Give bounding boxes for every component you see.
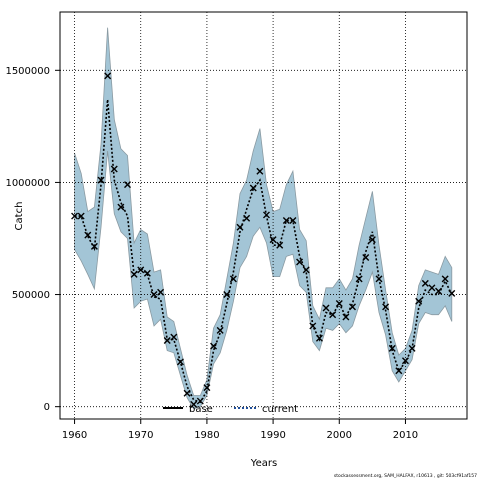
x-tick-label: 1960: [62, 430, 87, 441]
observed-point: [375, 275, 383, 283]
observed-point: [77, 212, 85, 220]
confidence-band: [74, 27, 453, 410]
observed-point: [335, 300, 343, 308]
observed-point: [282, 217, 290, 225]
legend-label-current: current: [262, 404, 298, 415]
observed-point: [309, 322, 317, 330]
series-line-current: [74, 99, 453, 404]
observed-point: [368, 236, 376, 244]
observed-point: [124, 181, 131, 189]
plot-frame: [59, 11, 468, 420]
observed-point: [203, 384, 211, 392]
observed-point: [236, 223, 244, 231]
observed-point: [97, 176, 105, 184]
observed-point: [243, 214, 251, 222]
observed-point: [183, 389, 191, 397]
footer-credit: stockassessment.org, SAM_HALFAX, r10613 …: [333, 474, 477, 479]
observed-point: [315, 334, 323, 342]
observed-point: [362, 254, 370, 262]
observed-point: [143, 269, 151, 277]
observed-point: [401, 357, 409, 365]
legend-label-base: base: [189, 404, 213, 415]
x-tick-label: 1970: [128, 430, 153, 441]
observed-point: [216, 326, 224, 334]
observed-point: [296, 258, 304, 266]
observed-point: [269, 236, 277, 244]
y-axis-label: Catch: [14, 202, 25, 231]
y-tick-label: 500000: [12, 290, 50, 301]
observed-point: [441, 275, 449, 283]
observed-point: [349, 303, 357, 311]
x-axis: 1960 1970 1980 1990 2000 2010: [62, 419, 418, 441]
observed-point: [130, 270, 138, 278]
observed-point: [163, 337, 171, 345]
observed-point: [249, 184, 257, 192]
y-axis: 0 500000 1000000 1500000: [5, 66, 60, 413]
series-layer: [74, 99, 453, 404]
observed-point: [382, 303, 390, 311]
observed-point: [388, 344, 396, 352]
x-tick-label: 2000: [327, 430, 352, 441]
observed-point: [104, 72, 112, 80]
observed-point: [395, 367, 403, 375]
observed-point: [415, 297, 423, 305]
observed-point: [157, 288, 165, 296]
observed-point: [176, 358, 184, 366]
x-tick-label: 2010: [393, 430, 418, 441]
observed-point: [262, 211, 270, 219]
observed-point: [256, 167, 264, 175]
observed-point: [196, 397, 204, 405]
observed-point: [435, 287, 443, 295]
observed-point: [408, 344, 416, 352]
observed-point: [289, 217, 297, 225]
observed-point: [223, 291, 231, 299]
grid-layer: [60, 12, 467, 419]
observed-point: [117, 203, 125, 211]
x-tick-label: 1990: [260, 430, 285, 441]
observed-point: [428, 284, 436, 292]
x-axis-label: Years: [250, 458, 277, 469]
observed-point: [302, 266, 310, 274]
observed-point: [190, 400, 198, 408]
observed-point: [137, 266, 145, 274]
confidence-band-layer: [74, 27, 453, 410]
observed-point: [90, 242, 98, 250]
observed-point: [322, 304, 330, 312]
observed-point: [170, 333, 178, 341]
y-tick-label: 1000000: [5, 178, 50, 189]
observed-point: [276, 241, 284, 249]
x-tick-label: 1980: [194, 430, 219, 441]
observed-point: [448, 289, 456, 297]
observed-point: [150, 291, 158, 299]
y-tick-label: 0: [44, 402, 50, 413]
observed-point: [229, 275, 237, 283]
observed-point: [210, 342, 218, 350]
observed-point: [421, 279, 429, 287]
observed-point: [84, 231, 92, 239]
points-layer: [71, 72, 456, 408]
observed-point: [71, 212, 79, 220]
observed-point: [342, 313, 350, 321]
legend: base current: [163, 404, 298, 415]
y-tick-label: 1500000: [5, 66, 50, 77]
observed-point: [110, 165, 118, 173]
observed-point: [329, 311, 337, 319]
observed-point: [355, 275, 363, 283]
